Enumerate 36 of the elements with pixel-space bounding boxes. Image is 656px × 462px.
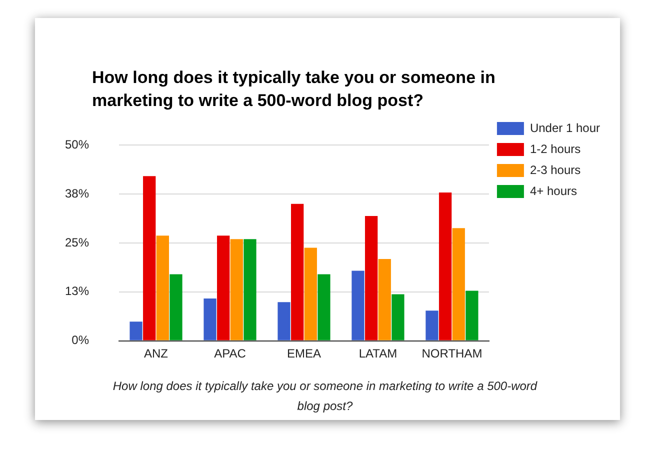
y-tick-label: 0%	[72, 333, 90, 348]
legend-label: 2-3 hours	[530, 162, 581, 177]
bar	[364, 216, 378, 340]
bar	[291, 204, 304, 340]
legend-label: Under 1 hour	[530, 120, 600, 135]
bar	[170, 274, 182, 340]
chart-title: How long does it typically take you or someone in marketing to write a 500-word blog post?	[92, 67, 496, 112]
y-tick-label: 50%	[64, 138, 90, 152]
bar	[217, 236, 230, 340]
bar	[318, 274, 330, 340]
bar	[230, 239, 243, 340]
x-tick-label: NORTHAM	[422, 346, 482, 360]
legend-label: 4+ hours	[530, 184, 578, 198]
bar	[156, 236, 169, 340]
bar	[130, 322, 142, 340]
bar	[304, 248, 317, 340]
y-tick-label: 13%	[64, 284, 90, 298]
x-tick-label: LATAM	[358, 346, 398, 360]
x-axis-title: How long does it typically take you or someone in marketing to write a 500-word blog post?	[112, 378, 538, 415]
bar	[143, 176, 156, 340]
bar	[352, 270, 364, 340]
y-tick-label: 25%	[64, 235, 90, 250]
x-tick-label: ANZ	[144, 346, 168, 360]
bar	[392, 294, 404, 340]
bar	[378, 259, 391, 340]
y-tick-label: 38%	[64, 186, 90, 200]
bar	[426, 310, 438, 340]
legend-label: 1-2 hours	[530, 142, 581, 156]
bar	[466, 290, 478, 340]
bar	[438, 192, 452, 340]
bar	[278, 302, 290, 340]
x-tick-label: EMEA	[286, 346, 321, 360]
bar	[244, 239, 256, 340]
bar	[452, 228, 465, 340]
x-tick-label: APAC	[214, 346, 246, 360]
bar	[204, 298, 216, 340]
